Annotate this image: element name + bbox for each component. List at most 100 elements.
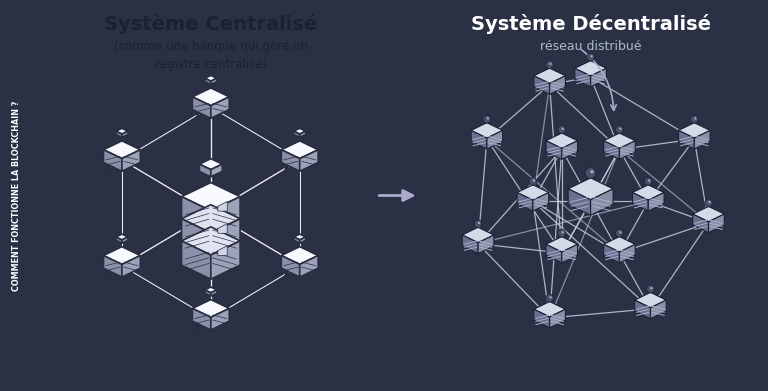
Polygon shape bbox=[181, 241, 210, 279]
Polygon shape bbox=[471, 131, 487, 149]
Polygon shape bbox=[462, 227, 494, 243]
Polygon shape bbox=[300, 150, 318, 171]
Polygon shape bbox=[205, 287, 217, 293]
Polygon shape bbox=[218, 246, 227, 255]
Circle shape bbox=[614, 247, 625, 259]
Circle shape bbox=[556, 247, 568, 259]
Polygon shape bbox=[568, 178, 613, 200]
Polygon shape bbox=[122, 256, 141, 277]
Polygon shape bbox=[205, 290, 210, 296]
Circle shape bbox=[483, 115, 491, 123]
Circle shape bbox=[616, 126, 623, 133]
Polygon shape bbox=[534, 76, 550, 94]
Polygon shape bbox=[122, 237, 128, 243]
Polygon shape bbox=[116, 234, 128, 240]
Polygon shape bbox=[281, 256, 300, 277]
Polygon shape bbox=[574, 61, 607, 76]
Polygon shape bbox=[116, 128, 128, 134]
Circle shape bbox=[478, 222, 480, 224]
Polygon shape bbox=[634, 300, 650, 319]
Circle shape bbox=[650, 287, 653, 289]
Polygon shape bbox=[281, 141, 318, 159]
Polygon shape bbox=[200, 159, 222, 170]
Polygon shape bbox=[193, 300, 229, 317]
Circle shape bbox=[546, 294, 554, 302]
Polygon shape bbox=[604, 237, 635, 252]
Circle shape bbox=[591, 55, 593, 57]
Polygon shape bbox=[561, 141, 578, 159]
Polygon shape bbox=[116, 131, 122, 137]
Polygon shape bbox=[546, 133, 578, 148]
Text: Système Décentralisé: Système Décentralisé bbox=[471, 14, 710, 34]
Polygon shape bbox=[487, 131, 503, 149]
Circle shape bbox=[705, 199, 712, 207]
Circle shape bbox=[619, 127, 621, 130]
Polygon shape bbox=[561, 244, 578, 263]
Polygon shape bbox=[122, 150, 141, 171]
Polygon shape bbox=[591, 68, 607, 87]
Circle shape bbox=[614, 143, 625, 156]
Polygon shape bbox=[709, 214, 724, 233]
Polygon shape bbox=[604, 244, 620, 263]
Circle shape bbox=[690, 115, 698, 123]
Polygon shape bbox=[620, 141, 635, 159]
Polygon shape bbox=[218, 201, 227, 211]
Polygon shape bbox=[462, 235, 478, 253]
Polygon shape bbox=[620, 244, 635, 263]
Polygon shape bbox=[693, 214, 709, 233]
Polygon shape bbox=[517, 192, 533, 211]
Polygon shape bbox=[181, 197, 210, 235]
Polygon shape bbox=[181, 219, 210, 257]
Circle shape bbox=[587, 53, 594, 61]
Circle shape bbox=[549, 296, 551, 298]
Polygon shape bbox=[591, 189, 613, 215]
Polygon shape bbox=[210, 78, 217, 84]
Polygon shape bbox=[181, 183, 240, 211]
Polygon shape bbox=[293, 234, 306, 240]
Polygon shape bbox=[568, 189, 591, 215]
Polygon shape bbox=[210, 290, 217, 296]
Circle shape bbox=[487, 117, 489, 120]
Polygon shape bbox=[694, 131, 710, 149]
Polygon shape bbox=[205, 75, 217, 81]
Polygon shape bbox=[281, 247, 318, 264]
Polygon shape bbox=[181, 227, 240, 255]
Circle shape bbox=[591, 170, 594, 174]
Circle shape bbox=[529, 178, 537, 185]
Polygon shape bbox=[517, 185, 548, 200]
Text: COMMENT FONCTIONNE LA BLOCKCHAIN ?: COMMENT FONCTIONNE LA BLOCKCHAIN ? bbox=[12, 100, 21, 291]
Polygon shape bbox=[281, 150, 300, 171]
Polygon shape bbox=[300, 131, 306, 137]
Polygon shape bbox=[300, 256, 318, 277]
Circle shape bbox=[619, 231, 621, 233]
Polygon shape bbox=[210, 219, 240, 257]
Polygon shape bbox=[648, 192, 664, 211]
Polygon shape bbox=[634, 292, 667, 308]
Polygon shape bbox=[550, 76, 565, 94]
Text: Système Centralisé: Système Centralisé bbox=[104, 14, 317, 34]
Circle shape bbox=[527, 195, 539, 208]
Polygon shape bbox=[633, 192, 648, 211]
Polygon shape bbox=[104, 247, 141, 264]
Circle shape bbox=[561, 127, 564, 130]
Circle shape bbox=[647, 285, 654, 293]
Circle shape bbox=[556, 143, 568, 156]
Circle shape bbox=[708, 201, 710, 203]
Polygon shape bbox=[650, 300, 667, 319]
Text: réseau distribué: réseau distribué bbox=[540, 40, 641, 53]
Polygon shape bbox=[534, 309, 550, 328]
Circle shape bbox=[558, 126, 565, 133]
Polygon shape bbox=[104, 141, 141, 159]
Polygon shape bbox=[300, 237, 306, 243]
Polygon shape bbox=[218, 224, 227, 233]
Polygon shape bbox=[678, 131, 694, 149]
Polygon shape bbox=[200, 164, 210, 177]
Polygon shape bbox=[104, 150, 122, 171]
Polygon shape bbox=[293, 128, 306, 134]
Circle shape bbox=[694, 117, 697, 120]
Polygon shape bbox=[678, 123, 710, 138]
Polygon shape bbox=[546, 244, 561, 263]
Circle shape bbox=[558, 229, 565, 237]
Circle shape bbox=[546, 61, 554, 68]
Circle shape bbox=[585, 167, 596, 179]
